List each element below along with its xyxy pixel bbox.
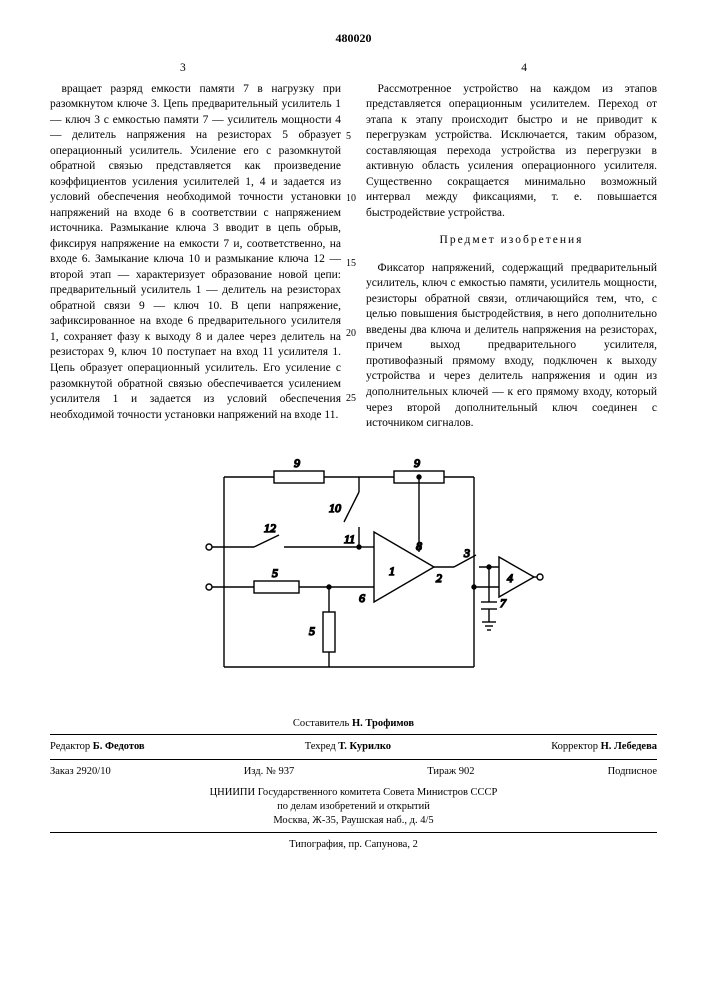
right-p2: Фиксатор напряжений, содержащий предвари… <box>366 261 657 432</box>
corrector-name: Н. Лебедева <box>601 741 657 752</box>
editor-label: Редактор <box>50 741 90 752</box>
svg-text:9: 9 <box>414 457 420 470</box>
left-column: вращает разряд емкости памяти 7 в нагруз… <box>50 82 341 432</box>
right-p1: Рассмотренное устройство на каждом из эт… <box>366 82 657 222</box>
svg-text:3: 3 <box>463 546 470 560</box>
page-left: 3 <box>180 61 186 77</box>
svg-text:5: 5 <box>309 624 315 638</box>
svg-text:12: 12 <box>264 521 276 535</box>
marker-20: 20 <box>346 327 356 341</box>
left-p1: вращает разряд емкости памяти 7 в нагруз… <box>50 82 341 423</box>
marker-10: 10 <box>346 192 356 206</box>
order: Заказ 2920/10 <box>50 765 111 779</box>
org1: ЦНИИПИ Государственного комитета Совета … <box>210 787 498 798</box>
compositor-label: Составитель <box>293 718 349 729</box>
page-numbers: 3 4 <box>50 61 657 77</box>
svg-text:7: 7 <box>500 596 507 610</box>
tirazh: Тираж 902 <box>427 765 474 779</box>
footer: Составитель Н. Трофимов Редактор Б. Федо… <box>50 717 657 852</box>
text-columns: 5 10 15 20 25 вращает разряд емкости пам… <box>50 82 657 432</box>
svg-text:11: 11 <box>344 532 355 546</box>
svg-text:2: 2 <box>436 571 442 585</box>
typo: Типография, пр. Сапунова, 2 <box>289 839 418 850</box>
marker-15: 15 <box>346 257 356 271</box>
page-right: 4 <box>521 61 527 77</box>
marker-25: 25 <box>346 392 356 406</box>
section-title: Предмет изобретения <box>366 233 657 249</box>
compositor-name: Н. Трофимов <box>352 718 414 729</box>
svg-text:1: 1 <box>389 564 395 578</box>
svg-text:4: 4 <box>507 571 513 585</box>
editor-name: Б. Федотов <box>93 741 145 752</box>
tech-name: Т. Курилко <box>338 741 391 752</box>
svg-text:9: 9 <box>294 457 300 470</box>
svg-text:10: 10 <box>329 501 341 515</box>
svg-text:6: 6 <box>359 591 365 605</box>
marker-5: 5 <box>346 130 351 144</box>
corrector-label: Корректор <box>551 741 598 752</box>
tech-label: Техред <box>305 741 336 752</box>
right-column: Рассмотренное устройство на каждом из эт… <box>366 82 657 432</box>
org2: по делам изобретений и открытий <box>277 801 430 812</box>
sub: Подписное <box>608 765 657 779</box>
izd: Изд. № 937 <box>244 765 295 779</box>
patent-number: 480020 <box>50 30 657 46</box>
circuit-diagram: 9 9 10 11 12 1 8 <box>164 457 544 687</box>
addr: Москва, Ж-35, Раушская наб., д. 4/5 <box>273 815 433 826</box>
svg-text:5: 5 <box>272 566 278 580</box>
